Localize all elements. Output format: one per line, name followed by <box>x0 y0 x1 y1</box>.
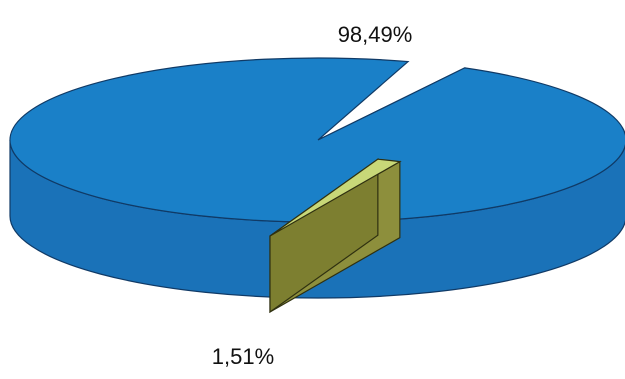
pie-slice-large <box>9 57 625 223</box>
slice-label-large: 98,49% <box>338 22 413 47</box>
slice-label-small: 1,51% <box>212 344 274 369</box>
pie-slice-small <box>269 158 402 237</box>
